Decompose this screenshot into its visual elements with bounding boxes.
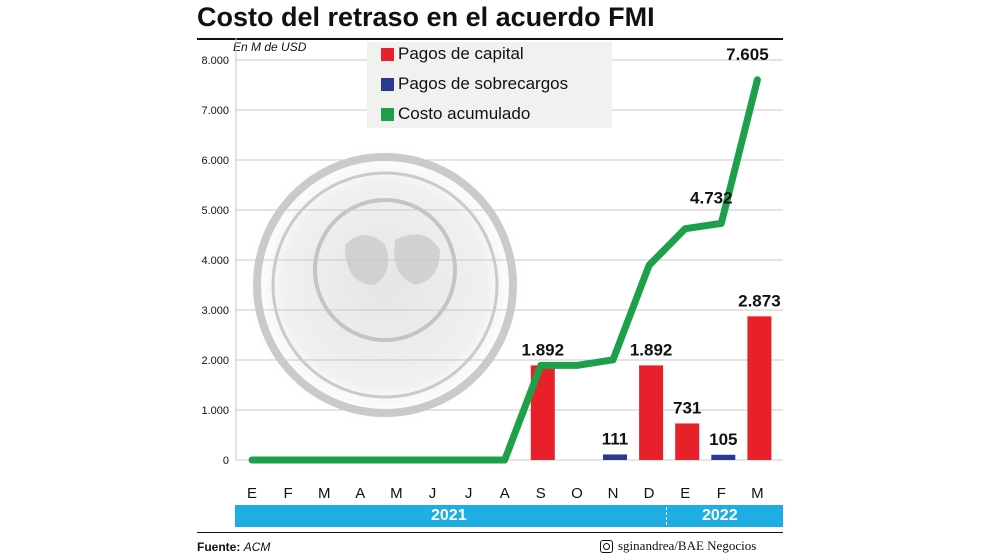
bar — [711, 454, 736, 460]
legend-swatch-capital — [381, 47, 394, 61]
legend: Pagos de capital Pagos de sobrecargos Co… — [367, 42, 612, 128]
legend-item-capital: Pagos de capital — [381, 44, 524, 64]
data-label: 2.873 — [738, 291, 781, 310]
y-tick-label: 8.000 — [201, 55, 229, 67]
legend-swatch-acumulado — [381, 107, 394, 121]
data-label: 4.732 — [690, 188, 733, 207]
data-label: 1.892 — [630, 340, 673, 359]
y-tick-label: 3.000 — [201, 305, 229, 317]
x-tick-label: D — [644, 485, 655, 502]
x-tick-label: M — [318, 485, 331, 502]
bar — [747, 316, 772, 460]
bar — [675, 423, 700, 460]
bar — [603, 454, 627, 460]
source-label: Fuente: — [197, 540, 241, 554]
bar — [639, 365, 664, 460]
footer-credit: sginandrea/BAE Negocios — [600, 538, 756, 554]
x-tick-label: A — [355, 485, 365, 502]
imf-seal-watermark — [240, 140, 530, 430]
x-tick-label: F — [717, 485, 726, 502]
source-value: ACM — [243, 540, 271, 554]
data-label: 111 — [602, 429, 629, 448]
year-band: 2021 2022 — [235, 505, 783, 527]
x-tick-label: F — [284, 485, 293, 502]
footer-rule — [197, 532, 783, 533]
unit-label: En M de USD — [233, 40, 307, 54]
y-tick-label: 5.000 — [201, 205, 229, 217]
legend-label-acumulado: Costo acumulado — [398, 104, 531, 123]
legend-label-capital: Pagos de capital — [398, 44, 524, 63]
year-label-2021: 2021 — [431, 507, 467, 524]
x-tick-label: A — [500, 485, 510, 502]
x-tick-label: M — [751, 485, 764, 502]
x-tick-label: E — [680, 485, 690, 502]
cumulative-line — [248, 76, 761, 464]
legend-item-acumulado: Costo acumulado — [381, 104, 530, 124]
y-tick-label: 1.000 — [201, 405, 229, 417]
x-tick-label: J — [465, 485, 473, 502]
y-tick-label: 2.000 — [201, 355, 229, 367]
data-label: 1.892 — [522, 340, 565, 359]
y-tick-label: 0 — [223, 455, 229, 467]
year-label-2022: 2022 — [702, 507, 738, 524]
footer-source: Fuente: ACM — [197, 540, 270, 554]
data-label: 731 — [673, 398, 701, 417]
x-tick-label: S — [536, 485, 546, 502]
x-tick-label: M — [390, 485, 403, 502]
x-tick-label: O — [571, 485, 583, 502]
credit-text: sginandrea/BAE Negocios — [618, 538, 757, 553]
legend-swatch-sobrecargos — [381, 77, 394, 91]
data-label: 7.605 — [726, 45, 769, 64]
legend-label-sobrecargos: Pagos de sobrecargos — [398, 74, 569, 93]
y-tick-label: 6.000 — [201, 155, 229, 167]
legend-item-sobrecargos: Pagos de sobrecargos — [381, 74, 568, 94]
x-tick-label: N — [608, 485, 619, 502]
chart-title: Costo del retraso en el acuerdo FMI — [197, 2, 655, 32]
x-tick-label: E — [247, 485, 257, 502]
instagram-icon — [600, 539, 613, 553]
y-tick-label: 4.000 — [201, 255, 229, 267]
x-tick-label: J — [429, 485, 437, 502]
year-separator — [666, 507, 667, 525]
y-tick-label: 7.000 — [201, 105, 229, 117]
title-rule — [197, 38, 783, 40]
data-label: 105 — [709, 430, 737, 449]
